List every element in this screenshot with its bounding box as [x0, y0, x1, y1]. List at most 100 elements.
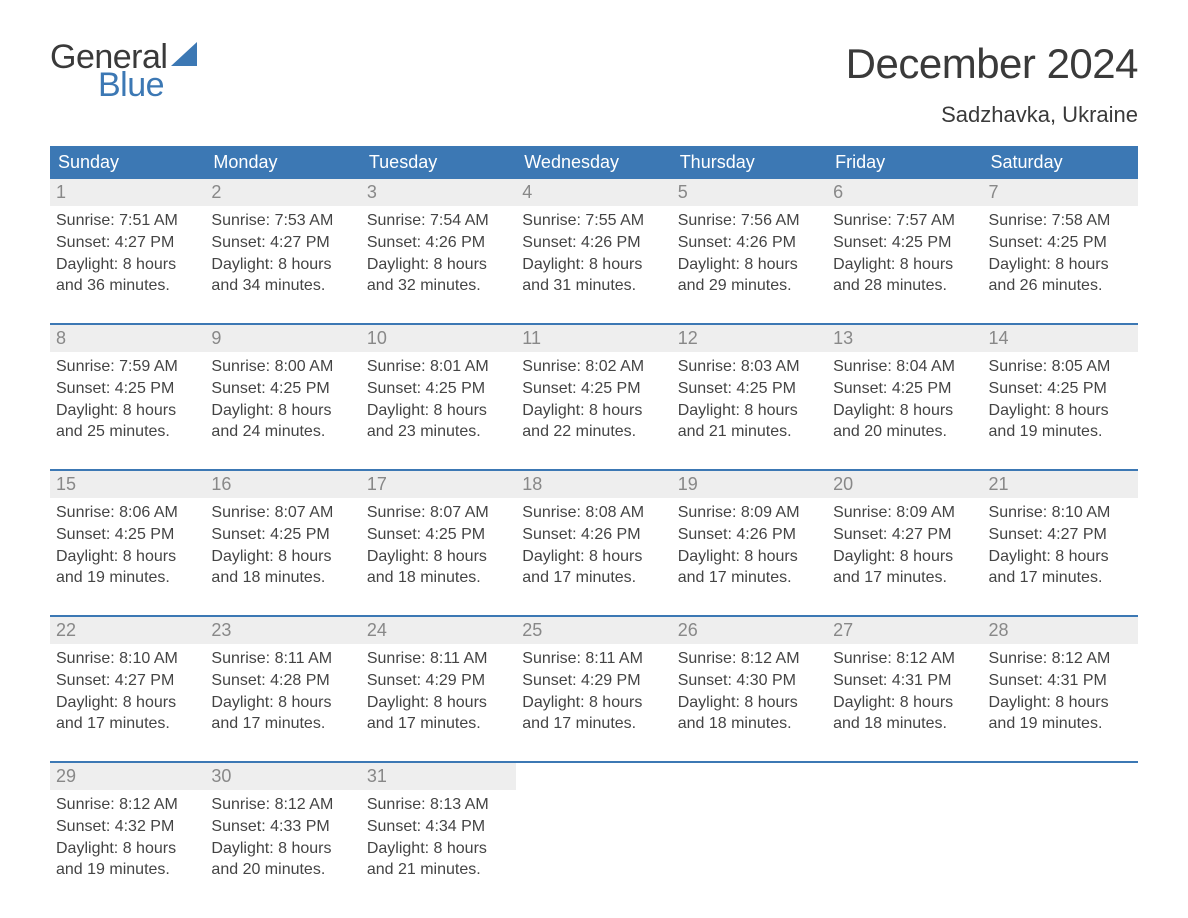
- daylight-line-2: and 36 minutes.: [56, 275, 199, 297]
- day-number: 10: [361, 325, 516, 352]
- daylight-line-1: Daylight: 8 hours: [367, 838, 510, 860]
- sunset-line: Sunset: 4:33 PM: [211, 816, 354, 838]
- calendar-day-cell: 25Sunrise: 8:11 AMSunset: 4:29 PMDayligh…: [516, 617, 671, 737]
- day-number: 29: [50, 763, 205, 790]
- daylight-line-2: and 17 minutes.: [211, 713, 354, 735]
- brand-word-2: Blue: [98, 68, 164, 102]
- daylight-line-1: Daylight: 8 hours: [678, 254, 821, 276]
- sunset-line: Sunset: 4:27 PM: [211, 232, 354, 254]
- title-block: December 2024 Sadzhavka, Ukraine: [846, 40, 1138, 128]
- day-number: 22: [50, 617, 205, 644]
- calendar-page: General Blue December 2024 Sadzhavka, Uk…: [0, 0, 1188, 913]
- day-of-week-cell: Thursday: [672, 146, 827, 179]
- day-number: 16: [205, 471, 360, 498]
- daylight-line-1: Daylight: 8 hours: [833, 546, 976, 568]
- sunrise-line: Sunrise: 8:08 AM: [522, 502, 665, 524]
- calendar-day-cell: 17Sunrise: 8:07 AMSunset: 4:25 PMDayligh…: [361, 471, 516, 591]
- calendar-day-cell: 12Sunrise: 8:03 AMSunset: 4:25 PMDayligh…: [672, 325, 827, 445]
- sunset-line: Sunset: 4:25 PM: [56, 378, 199, 400]
- day-number: 20: [827, 471, 982, 498]
- daylight-line-1: Daylight: 8 hours: [367, 400, 510, 422]
- daylight-line-2: and 17 minutes.: [678, 567, 821, 589]
- page-title: December 2024: [846, 40, 1138, 88]
- calendar-day-cell: 29Sunrise: 8:12 AMSunset: 4:32 PMDayligh…: [50, 763, 205, 883]
- daylight-line-2: and 24 minutes.: [211, 421, 354, 443]
- sunrise-line: Sunrise: 8:10 AM: [56, 648, 199, 670]
- day-number: 21: [983, 471, 1138, 498]
- daylight-line-2: and 18 minutes.: [833, 713, 976, 735]
- daylight-line-2: and 17 minutes.: [833, 567, 976, 589]
- day-number: 12: [672, 325, 827, 352]
- daylight-line-1: Daylight: 8 hours: [367, 254, 510, 276]
- daylight-line-1: Daylight: 8 hours: [56, 838, 199, 860]
- calendar-day-cell: [827, 763, 982, 883]
- brand-logo: General Blue: [50, 40, 205, 102]
- calendar-day-cell: 6Sunrise: 7:57 AMSunset: 4:25 PMDaylight…: [827, 179, 982, 299]
- day-details: Sunrise: 8:06 AMSunset: 4:25 PMDaylight:…: [50, 498, 205, 588]
- daylight-line-1: Daylight: 8 hours: [678, 400, 821, 422]
- calendar-day-cell: 14Sunrise: 8:05 AMSunset: 4:25 PMDayligh…: [983, 325, 1138, 445]
- sunrise-line: Sunrise: 8:12 AM: [56, 794, 199, 816]
- sunset-line: Sunset: 4:25 PM: [989, 378, 1132, 400]
- location-subtitle: Sadzhavka, Ukraine: [846, 102, 1138, 128]
- daylight-line-1: Daylight: 8 hours: [211, 546, 354, 568]
- daylight-line-1: Daylight: 8 hours: [367, 692, 510, 714]
- sunset-line: Sunset: 4:25 PM: [211, 378, 354, 400]
- calendar-week: 29Sunrise: 8:12 AMSunset: 4:32 PMDayligh…: [50, 761, 1138, 883]
- day-details: Sunrise: 7:56 AMSunset: 4:26 PMDaylight:…: [672, 206, 827, 296]
- calendar-day-cell: 1Sunrise: 7:51 AMSunset: 4:27 PMDaylight…: [50, 179, 205, 299]
- day-number: 18: [516, 471, 671, 498]
- sunset-line: Sunset: 4:25 PM: [522, 378, 665, 400]
- sunset-line: Sunset: 4:26 PM: [522, 524, 665, 546]
- day-of-week-cell: Sunday: [50, 146, 205, 179]
- daylight-line-1: Daylight: 8 hours: [678, 546, 821, 568]
- daylight-line-2: and 19 minutes.: [989, 713, 1132, 735]
- day-details: Sunrise: 7:51 AMSunset: 4:27 PMDaylight:…: [50, 206, 205, 296]
- daylight-line-2: and 20 minutes.: [211, 859, 354, 881]
- day-details: Sunrise: 8:08 AMSunset: 4:26 PMDaylight:…: [516, 498, 671, 588]
- calendar-day-cell: 13Sunrise: 8:04 AMSunset: 4:25 PMDayligh…: [827, 325, 982, 445]
- day-details: Sunrise: 8:12 AMSunset: 4:30 PMDaylight:…: [672, 644, 827, 734]
- day-details: Sunrise: 8:05 AMSunset: 4:25 PMDaylight:…: [983, 352, 1138, 442]
- sunrise-line: Sunrise: 8:10 AM: [989, 502, 1132, 524]
- daylight-line-2: and 21 minutes.: [678, 421, 821, 443]
- day-number: 24: [361, 617, 516, 644]
- daylight-line-2: and 20 minutes.: [833, 421, 976, 443]
- daylight-line-1: Daylight: 8 hours: [833, 692, 976, 714]
- sunset-line: Sunset: 4:25 PM: [211, 524, 354, 546]
- day-number: 6: [827, 179, 982, 206]
- daylight-line-1: Daylight: 8 hours: [56, 692, 199, 714]
- day-details: Sunrise: 8:03 AMSunset: 4:25 PMDaylight:…: [672, 352, 827, 442]
- daylight-line-2: and 22 minutes.: [522, 421, 665, 443]
- daylight-line-2: and 18 minutes.: [678, 713, 821, 735]
- sunrise-line: Sunrise: 8:06 AM: [56, 502, 199, 524]
- day-number: [827, 763, 982, 790]
- calendar-day-cell: 2Sunrise: 7:53 AMSunset: 4:27 PMDaylight…: [205, 179, 360, 299]
- calendar-week: 15Sunrise: 8:06 AMSunset: 4:25 PMDayligh…: [50, 469, 1138, 591]
- sunrise-line: Sunrise: 8:03 AM: [678, 356, 821, 378]
- day-number: 5: [672, 179, 827, 206]
- daylight-line-2: and 23 minutes.: [367, 421, 510, 443]
- day-number: 26: [672, 617, 827, 644]
- calendar-day-cell: 3Sunrise: 7:54 AMSunset: 4:26 PMDaylight…: [361, 179, 516, 299]
- sunset-line: Sunset: 4:29 PM: [522, 670, 665, 692]
- sunrise-line: Sunrise: 7:59 AM: [56, 356, 199, 378]
- day-details: Sunrise: 7:58 AMSunset: 4:25 PMDaylight:…: [983, 206, 1138, 296]
- day-details: Sunrise: 8:07 AMSunset: 4:25 PMDaylight:…: [361, 498, 516, 588]
- day-number: 23: [205, 617, 360, 644]
- day-number: 14: [983, 325, 1138, 352]
- day-details: Sunrise: 7:55 AMSunset: 4:26 PMDaylight:…: [516, 206, 671, 296]
- day-details: Sunrise: 8:01 AMSunset: 4:25 PMDaylight:…: [361, 352, 516, 442]
- sunset-line: Sunset: 4:26 PM: [678, 232, 821, 254]
- calendar-day-cell: 18Sunrise: 8:08 AMSunset: 4:26 PMDayligh…: [516, 471, 671, 591]
- sunset-line: Sunset: 4:25 PM: [989, 232, 1132, 254]
- sunset-line: Sunset: 4:30 PM: [678, 670, 821, 692]
- calendar-day-cell: 16Sunrise: 8:07 AMSunset: 4:25 PMDayligh…: [205, 471, 360, 591]
- day-number: 3: [361, 179, 516, 206]
- day-number: 11: [516, 325, 671, 352]
- sunset-line: Sunset: 4:29 PM: [367, 670, 510, 692]
- sunset-line: Sunset: 4:34 PM: [367, 816, 510, 838]
- calendar-day-cell: 4Sunrise: 7:55 AMSunset: 4:26 PMDaylight…: [516, 179, 671, 299]
- sunset-line: Sunset: 4:31 PM: [833, 670, 976, 692]
- day-number: 31: [361, 763, 516, 790]
